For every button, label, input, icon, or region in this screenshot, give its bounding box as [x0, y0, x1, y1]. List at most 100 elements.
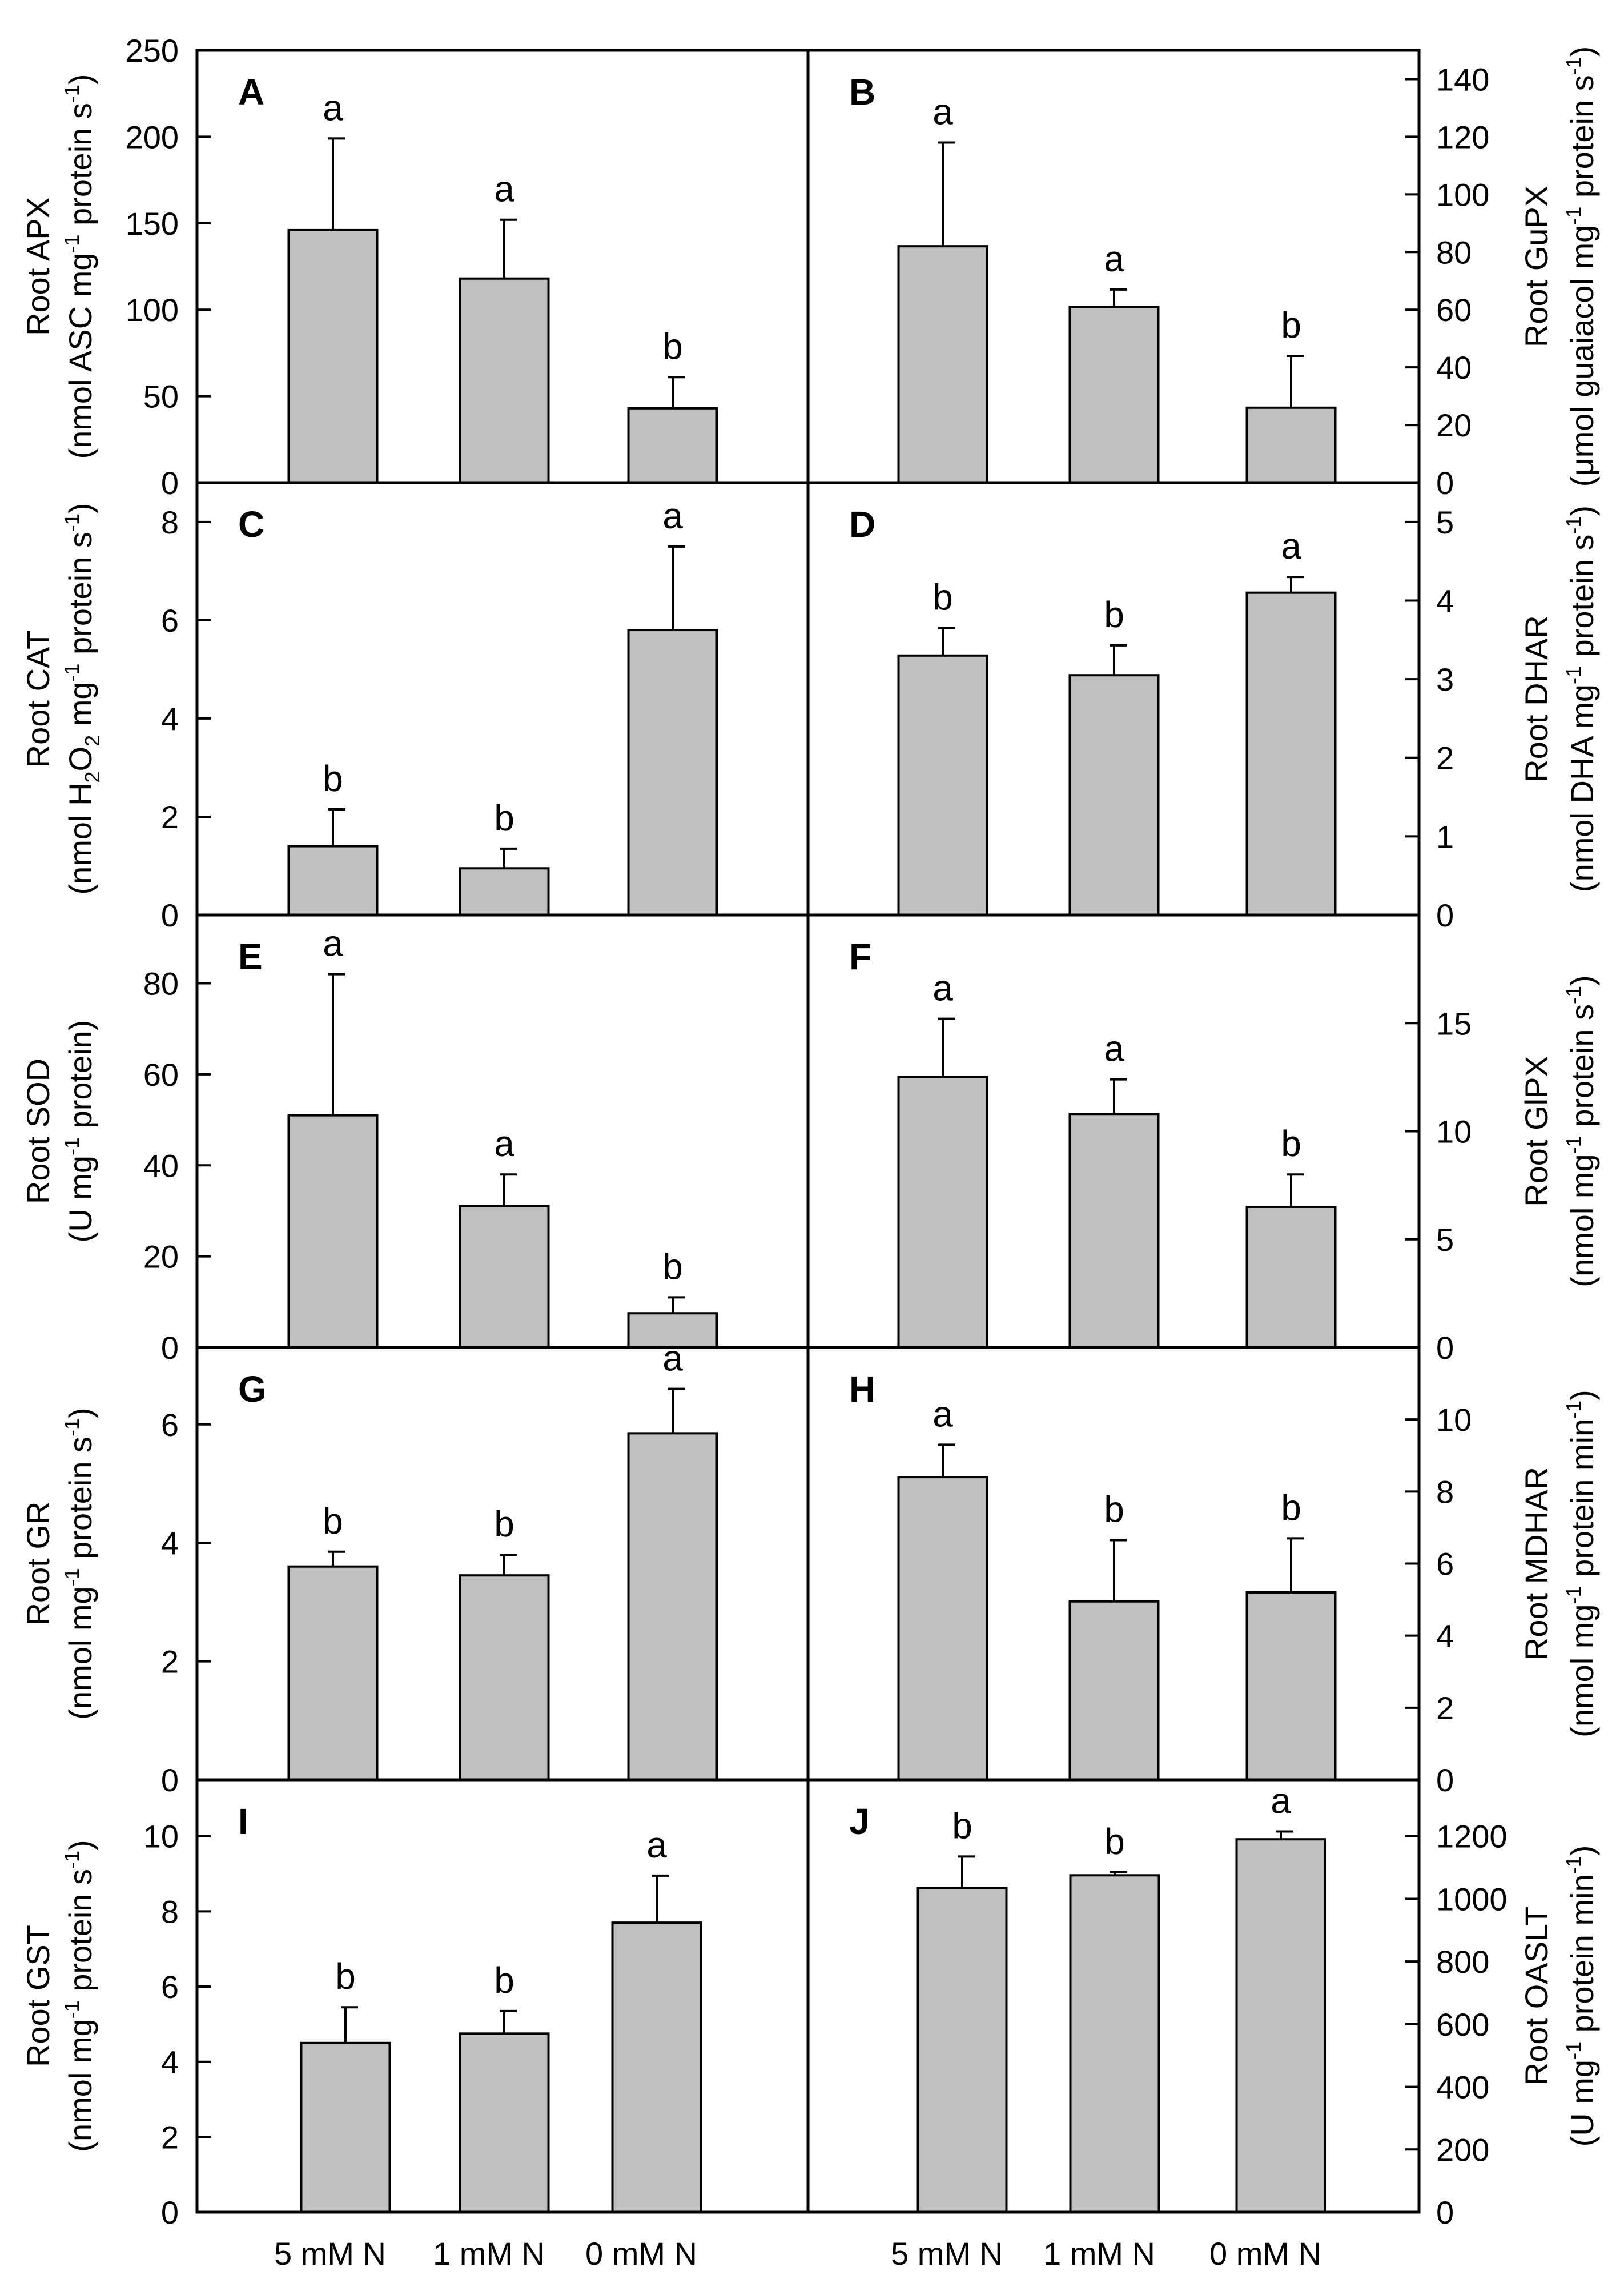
y-tick-label: 60	[143, 1057, 179, 1093]
frames-layer	[195, 49, 1421, 2214]
panel-letter: C	[238, 504, 264, 545]
x-axis-category-labels: 5 mM N 1 mM N 0 mM N	[274, 2236, 697, 2272]
y-tick-label: 250	[126, 33, 179, 69]
significance-letter: a	[932, 91, 953, 132]
y-tick-label: 2	[161, 2119, 179, 2155]
y-tick-label: 20	[143, 1239, 179, 1275]
significance-letter: a	[932, 1393, 953, 1434]
y-axis-title-line2: (nmol mg-1 protein s-1)	[60, 1407, 98, 1719]
y-tick-label: 2	[161, 799, 179, 835]
axis-title-segment: )	[1564, 505, 1600, 516]
axis-title-segment: (μmol guaiacol mg	[1564, 225, 1600, 487]
bar-c-1	[287, 845, 379, 917]
axis-title-script: -1	[1562, 207, 1585, 225]
x-axis-category-labels: 5 mM N 1 mM N 0 mM N	[891, 2236, 1321, 2272]
panel-letter: E	[238, 936, 263, 977]
significance-letter: b	[1281, 1487, 1301, 1528]
bar-g-2	[459, 1574, 550, 1782]
bar-h-1	[897, 1476, 988, 1782]
y-tick-label: 0	[1436, 2194, 1454, 2230]
significance-letter: a	[494, 168, 514, 210]
bar-j-3	[1235, 1838, 1326, 2213]
y-axis-title: Root CAT(nmol H2O2 mg-1 protein s-1)	[20, 503, 104, 894]
significance-letter: a	[1271, 1780, 1291, 1821]
axis-title-segment: )	[1564, 46, 1600, 57]
y-tick-label: 20	[1436, 407, 1472, 443]
y-tick-label: 150	[126, 206, 179, 242]
significance-letter: a	[323, 923, 343, 964]
x-category-label: 0 mM N	[585, 2236, 697, 2272]
y-tick-label: 60	[1436, 292, 1472, 328]
y-axis-title-line1: Root GST	[20, 1925, 56, 2067]
bar-e-2	[459, 1205, 550, 1349]
y-tick-label: 200	[126, 119, 179, 155]
y-tick-label: 0	[161, 1762, 179, 1798]
y-axis-right: 0 2 4 6 8 10	[1405, 1402, 1472, 1798]
bar-d-1	[897, 654, 988, 917]
significance-letter: b	[1104, 1821, 1125, 1862]
panel-letter: G	[238, 1369, 267, 1410]
bar-f-3	[1245, 1205, 1337, 1349]
y-axis-title-line2: (U mg-1 protein)	[60, 1020, 98, 1243]
bar-d-2	[1068, 674, 1160, 917]
y-tick-label: 4	[1436, 583, 1454, 619]
bar-c-3	[627, 629, 718, 917]
axis-title-segment: protein s	[1564, 75, 1600, 206]
significance-letter: a	[646, 1824, 667, 1865]
y-axis-title: Root OASLT(U mg-1 protein min-1)	[1518, 1845, 1600, 2147]
y-axis-title-line1: Root APX	[20, 197, 56, 336]
bar-e-1	[287, 1114, 379, 1349]
axis-title-segment: protein s	[62, 103, 98, 234]
bar-j-2	[1069, 1874, 1160, 2213]
significance-letter: b	[662, 326, 683, 367]
y-tick-label: 10	[1436, 1114, 1472, 1150]
panel-letter: A	[238, 71, 264, 113]
y-axis-left: 0 50 100 150 200 250	[126, 33, 211, 501]
significance-letter: b	[494, 1503, 514, 1544]
axis-title-script: -1	[60, 663, 83, 681]
y-tick-label: 80	[1436, 234, 1472, 270]
axis-title-script: -1	[60, 1851, 83, 1869]
axis-title-script: -1	[1562, 986, 1585, 1004]
axis-title-segment: protein min	[1564, 1419, 1600, 1586]
significance-letter: a	[323, 87, 343, 128]
significance-letter: a	[1104, 238, 1124, 279]
x-category-label: 1 mM N	[1043, 2236, 1155, 2272]
significance-letter: b	[662, 1246, 683, 1287]
y-axis-left: 0 2 4 6 8 10	[143, 1819, 211, 2230]
axis-title-segment: (nmol mg	[62, 1586, 98, 1719]
axis-title-segment: )	[1564, 1845, 1600, 1856]
y-axis-title-line1: Root DHAR	[1518, 615, 1554, 783]
significance-letter: b	[494, 797, 514, 838]
axis-title-script: -1	[1562, 1586, 1585, 1604]
bar-d-3	[1245, 591, 1337, 916]
y-tick-label: 4	[161, 701, 179, 737]
axis-title-script: -1	[60, 235, 83, 253]
y-tick-label: 5	[1436, 504, 1454, 540]
y-tick-label: 2	[161, 1644, 179, 1680]
panel-letter: H	[849, 1369, 875, 1410]
significance-letter: a	[932, 968, 953, 1009]
axis-title-segment: (U mg	[1564, 2060, 1600, 2146]
axis-title-segment: )	[62, 74, 98, 85]
y-tick-label: 1	[1436, 818, 1454, 854]
y-tick-label: 3	[1436, 661, 1454, 697]
axis-title-segment: protein s	[1564, 535, 1600, 666]
y-axis-left: 0 2 4 6 8	[161, 504, 211, 933]
y-tick-label: 100	[126, 292, 179, 328]
axis-title-segment: )	[1564, 1390, 1600, 1401]
y-tick-label: 100	[1436, 176, 1489, 212]
significance-letter: a	[494, 1123, 514, 1164]
significance-letter: b	[1104, 1488, 1124, 1530]
y-tick-label: 6	[161, 1969, 179, 2005]
significance-letter: a	[662, 495, 683, 536]
axis-title-segment: (U mg	[62, 1155, 98, 1242]
y-tick-label: 4	[161, 1525, 179, 1561]
y-tick-label: 8	[161, 1893, 179, 1929]
